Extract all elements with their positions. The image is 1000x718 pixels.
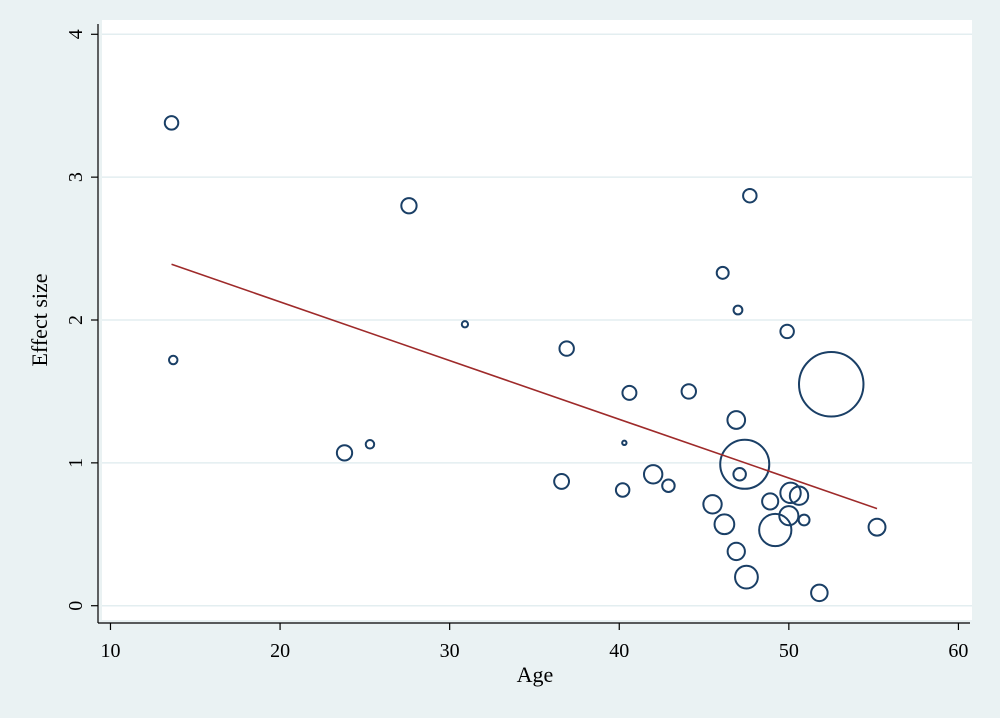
bubble-point-21: [719, 438, 771, 490]
bubble-point-7: [558, 340, 575, 357]
bubble-point-10: [621, 384, 638, 401]
fitted-regression-line: [171, 263, 878, 510]
y-tick-label-1: 1: [65, 458, 87, 468]
bubble-point-19: [732, 304, 744, 316]
bubble-point-20: [732, 467, 747, 482]
x-tick-label-5: 60: [948, 640, 968, 662]
x-tick-label-0: 10: [100, 640, 120, 662]
axes: 0 1 2 3 4 10 20 30 40 50 60: [65, 24, 970, 662]
x-tick-label-4: 50: [779, 640, 799, 662]
x-axis-title: Age: [517, 662, 554, 687]
bubble-point-31: [810, 583, 829, 603]
bubble-point-32: [797, 351, 865, 418]
bubble-point-22: [734, 564, 759, 590]
bubble-point-30: [797, 513, 811, 527]
bubble-point-11: [642, 464, 664, 485]
x-tick-label-3: 40: [609, 640, 629, 662]
y-tick-label-4: 4: [65, 29, 87, 39]
grid-lines: [102, 33, 972, 607]
bubble-point-25: [758, 512, 793, 548]
bubble-point-6: [553, 472, 571, 490]
bubble-point-8: [614, 482, 631, 498]
bubble-point-17: [726, 410, 747, 430]
bubble-point-15: [715, 265, 730, 280]
bubble-point-13: [680, 383, 697, 400]
bubble-point-23: [742, 187, 758, 204]
x-tick-label-1: 20: [270, 640, 290, 662]
bubble-point-5: [460, 320, 470, 329]
y-tick-label-3: 3: [65, 172, 87, 182]
y-tick-label-0: 0: [65, 601, 87, 611]
bubble-point-3: [364, 439, 376, 450]
bubble-point-27: [778, 505, 800, 527]
bubble-point-14: [702, 494, 723, 515]
bubble-point-26: [779, 323, 795, 340]
bubble-point-1: [167, 354, 179, 366]
bubble-point-28: [779, 481, 802, 505]
bubble-point-2: [335, 444, 354, 462]
y-tick-label-2: 2: [65, 315, 87, 325]
bubble-point-24: [761, 492, 780, 511]
bubble-point-33: [867, 517, 887, 537]
bubble-point-0: [163, 115, 180, 131]
bubble-point-9: [621, 439, 628, 447]
bubble-point-29: [788, 485, 810, 506]
x-tick-label-2: 30: [440, 640, 460, 662]
bubble-markers: [163, 115, 887, 603]
fit-line-layer: [171, 263, 878, 510]
bubble-point-12: [661, 478, 676, 493]
bubble-point-4: [400, 197, 418, 215]
y-axis-title: Effect size: [27, 273, 52, 366]
bubble-point-18: [726, 541, 746, 562]
bubble-point-16: [713, 513, 736, 536]
